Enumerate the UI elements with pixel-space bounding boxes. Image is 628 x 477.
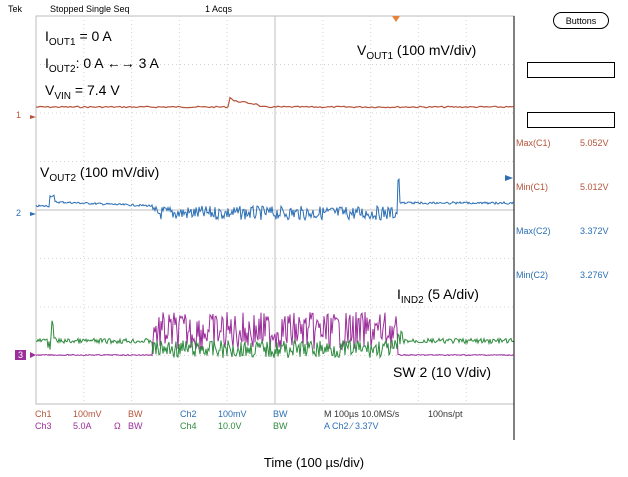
ch3-trace — [35, 311, 515, 357]
buttons-button[interactable]: Buttons — [553, 12, 609, 29]
ch2-marker: 2 — [16, 208, 22, 218]
ch1-arrow-icon — [30, 115, 36, 119]
ch1-bw-icon: BW — [128, 409, 143, 419]
meas-value-min-c2: 3.276V — [580, 270, 609, 280]
ch4-bw-icon: BW — [273, 421, 288, 431]
measurement-slot-2[interactable] — [527, 112, 615, 128]
acq-state-label: Stopped Single Seq — [50, 4, 130, 14]
sample-interval: 100ns/pt — [428, 409, 463, 419]
ch1-readout-label: Ch1 — [35, 409, 52, 419]
ch2-readout-label: Ch2 — [180, 409, 197, 419]
ch3-bw-icon: BW — [128, 421, 143, 431]
iind2-annotation: IIND2 (5 A/div) — [397, 286, 479, 306]
ch3-readout-label: Ch3 — [35, 421, 52, 431]
measurement-slot-1[interactable] — [527, 62, 615, 78]
timebase-readout: M 100µs 10.0MS/s — [324, 409, 400, 419]
ch2-scale: 100mV — [218, 409, 247, 419]
meas-value-min-c1: 5.012V — [580, 182, 609, 192]
meas-label-max-c1: Max(C1) — [516, 138, 551, 148]
ch1-marker: 1 — [16, 110, 22, 120]
iout2-annotation: IOUT2: 0 A ←→ 3 A — [45, 55, 159, 75]
ch3-ohm-icon: Ω — [114, 421, 121, 431]
acq-count-label: 1 Acqs — [205, 4, 233, 14]
meas-value-max-c1: 5.052V — [580, 138, 609, 148]
ch4-scale: 10.0V — [218, 421, 242, 431]
ch2-bw-icon: BW — [273, 409, 288, 419]
meas-label-max-c2: Max(C2) — [516, 226, 551, 236]
ch1-trace — [35, 96, 515, 109]
sw2-annotation: SW 2 (10 V/div) — [393, 364, 492, 380]
ch3-arrow-icon — [30, 352, 36, 358]
ch2-trace — [35, 177, 515, 222]
ch4-trace — [35, 320, 515, 359]
channel-markers — [392, 16, 513, 181]
ch3-marker: 3 — [15, 350, 27, 360]
trigger-position-marker — [392, 16, 400, 22]
graticule — [35, 15, 515, 440]
brand-label: Tek — [8, 4, 23, 14]
ch4-readout-label: Ch4 — [180, 421, 197, 431]
trigger-readout: A Ch2 ⁄ 3.37V — [324, 421, 379, 431]
iout1-annotation: IOUT1 = 0 A — [45, 28, 112, 48]
ch1-scale: 100mV — [73, 409, 102, 419]
vout2-annotation: VOUT2 (100 mV/div) — [40, 164, 160, 184]
time-axis-label: Time (100 µs/div) — [263, 455, 365, 470]
vout1-annotation: VOUT1 (100 mV/div) — [357, 42, 477, 62]
vvin-annotation: VVIN = 7.4 V — [45, 82, 120, 102]
meas-value-max-c2: 3.372V — [580, 226, 609, 236]
waveforms — [30, 96, 515, 359]
meas-label-min-c2: Min(C2) — [516, 270, 549, 280]
ch3-scale: 5.0A — [73, 421, 92, 431]
trigger-level-marker — [505, 175, 513, 181]
ch2-arrow-icon — [30, 212, 36, 216]
meas-label-min-c1: Min(C1) — [516, 182, 549, 192]
